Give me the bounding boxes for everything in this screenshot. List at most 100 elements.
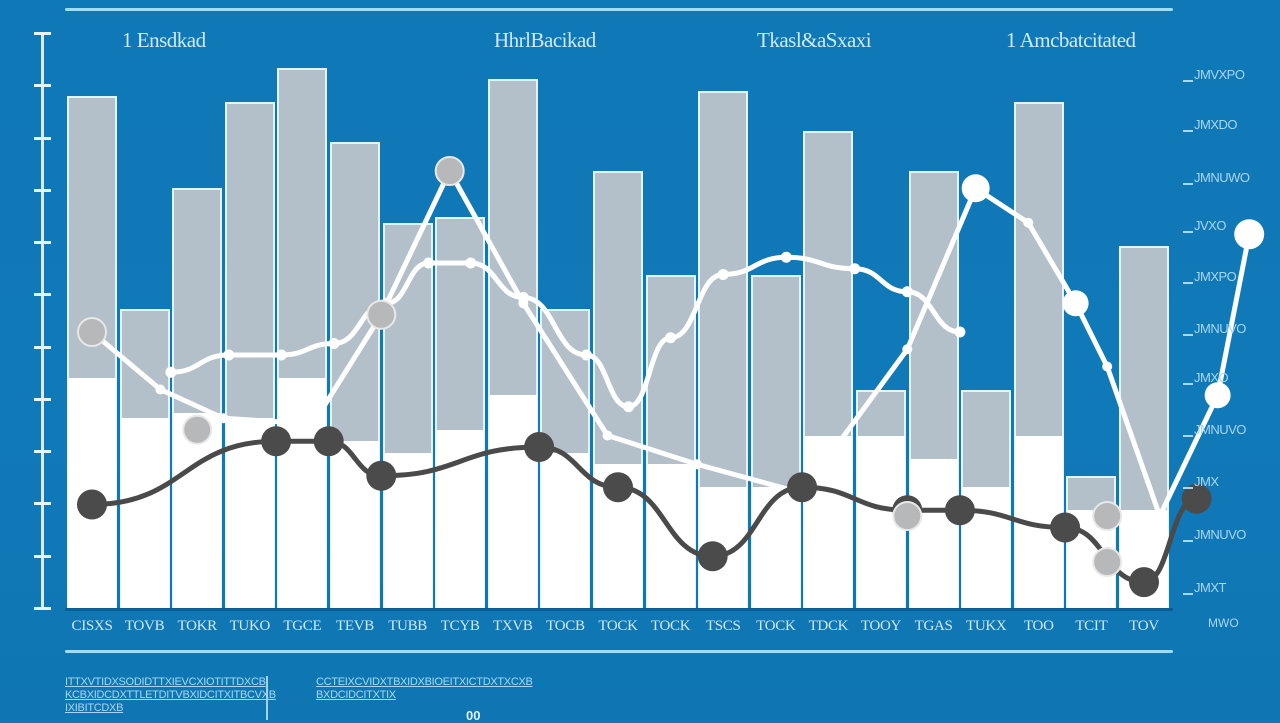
bar-lower-segment [488, 395, 537, 608]
column-title: 1 Ensdkad [122, 28, 206, 52]
white-line-end-marker [1234, 219, 1265, 250]
white-line-marker [902, 344, 913, 355]
page-number: 00 [466, 708, 481, 723]
dark-line-marker [524, 432, 555, 462]
bar-lower-segment [173, 412, 222, 608]
white-line-marker [1204, 382, 1231, 409]
grey-marker [366, 299, 397, 330]
x-axis-label: TEVB [336, 618, 374, 634]
footer-left-notes: ITTXVTIDXSODIDTTXIEVCXIOTITTDXCB KCBXIDC… [65, 676, 276, 715]
left-axis-tick [34, 84, 51, 88]
left-axis-tick [34, 188, 51, 192]
left-axis-tick [34, 241, 51, 245]
grey-marker [434, 156, 465, 186]
top-divider [65, 8, 1173, 11]
grey-marker [182, 414, 213, 445]
bar-lower-segment [541, 452, 590, 608]
right-axis-label: JVXO [1183, 218, 1226, 233]
dark-line-marker [697, 541, 728, 572]
white-line-marker [602, 430, 613, 441]
white-curve-marker [665, 332, 677, 344]
footer-left-line: KCBXIDCDXTTLETDITVBXIDCITXITBCVXB [65, 689, 276, 701]
white-line-marker [1062, 290, 1089, 317]
white-line-peak-marker [961, 174, 990, 203]
left-axis-tick [34, 293, 51, 297]
white-curve-line [168, 254, 963, 410]
grey-marker [1092, 547, 1123, 577]
right-axis-label: JMNUVO [1183, 422, 1246, 437]
x-axis-label: TOCK [650, 618, 691, 634]
right-axis-label: JMX [1183, 474, 1219, 489]
column-title: 1 Amcbatcitated [1006, 28, 1136, 52]
left-axis-tick [34, 450, 51, 454]
white-curve-marker [780, 251, 792, 263]
x-axis-label: TGAS [914, 618, 953, 634]
x-axis-label: TOCK [756, 618, 796, 634]
left-axis-tick [34, 554, 51, 558]
x-axis-label: TOVB [124, 618, 165, 634]
dark-line-marker [261, 426, 292, 457]
white-line-marker [518, 298, 529, 309]
x-axis-label: TDCK [808, 618, 849, 634]
left-axis-tick [34, 397, 51, 401]
right-axis-label: JMNUVO [1183, 527, 1246, 542]
white-line-marker [1154, 511, 1165, 521]
white-curve-marker [623, 401, 635, 413]
white-trend-line [89, 168, 1252, 519]
x-axis-label: TUKX [965, 618, 1007, 634]
x-axis-label: TOCB [546, 618, 585, 634]
x-axis-label: TUBB [388, 618, 427, 634]
white-curve-marker [165, 366, 177, 378]
grey-marker [892, 501, 923, 531]
bar-lower-segment [646, 464, 695, 608]
x-axis-baseline [65, 608, 1173, 611]
white-line-marker [155, 384, 166, 395]
dark-line-marker [1050, 512, 1081, 543]
left-axis-tick [34, 502, 51, 506]
white-curve-marker [275, 349, 287, 361]
white-curve-marker [901, 286, 913, 298]
white-curve-marker [717, 269, 729, 280]
white-curve-marker [423, 257, 435, 269]
dark-line-marker [944, 495, 975, 526]
footer-separator [266, 676, 268, 720]
footer-divider [65, 650, 1173, 653]
footer-left-line: IXIBITCDXB [65, 702, 124, 714]
right-axis-label: JMVXPO [1183, 67, 1245, 82]
right-axis-label: JMNUVO [1183, 321, 1246, 336]
dark-line-marker [603, 472, 633, 503]
column-title: HhrlBacikad [494, 28, 596, 52]
x-axis-label: TCIT [1075, 618, 1108, 634]
bar-lower-segment [120, 418, 169, 608]
white-curve-marker [328, 338, 340, 349]
left-axis-tick [34, 607, 51, 610]
dark-line-marker [77, 489, 107, 520]
x-axis-label: TOCK [598, 618, 638, 634]
footer-left-line: ITTXVTIDXSODIDTTXIEVCXIOTITTDXCB [65, 676, 266, 688]
x-axis-label: TOV [1129, 618, 1159, 634]
x-axis-label: CISXS [71, 618, 113, 634]
white-line-marker [1102, 361, 1113, 372]
right-axis-label: JMXO [1183, 370, 1229, 385]
x-axis-label: TOOY [860, 618, 902, 634]
x-axis-label: TOO [1023, 618, 1054, 634]
white-line-marker [218, 413, 229, 424]
white-curve-marker [465, 257, 477, 269]
x-axis-label: TXVB [492, 618, 533, 634]
dark-line-marker [366, 460, 397, 491]
white-curve-marker [223, 349, 235, 361]
footer-right-line: BXDCIDCITXTIX [316, 689, 396, 701]
white-curve-marker [954, 326, 966, 338]
left-axis-tick [34, 136, 51, 140]
white-line-marker [691, 459, 702, 470]
right-axis-label: JMXT [1183, 580, 1226, 595]
dark-line-marker [1181, 483, 1212, 514]
dark-line-marker [1129, 567, 1159, 598]
dark-trend-line [89, 438, 1200, 585]
x-axis-label: TOKR [177, 618, 218, 634]
left-axis-tick [34, 32, 51, 35]
grey-marker [1092, 501, 1123, 531]
grey-marker [77, 317, 107, 347]
white-line-marker [307, 419, 318, 429]
